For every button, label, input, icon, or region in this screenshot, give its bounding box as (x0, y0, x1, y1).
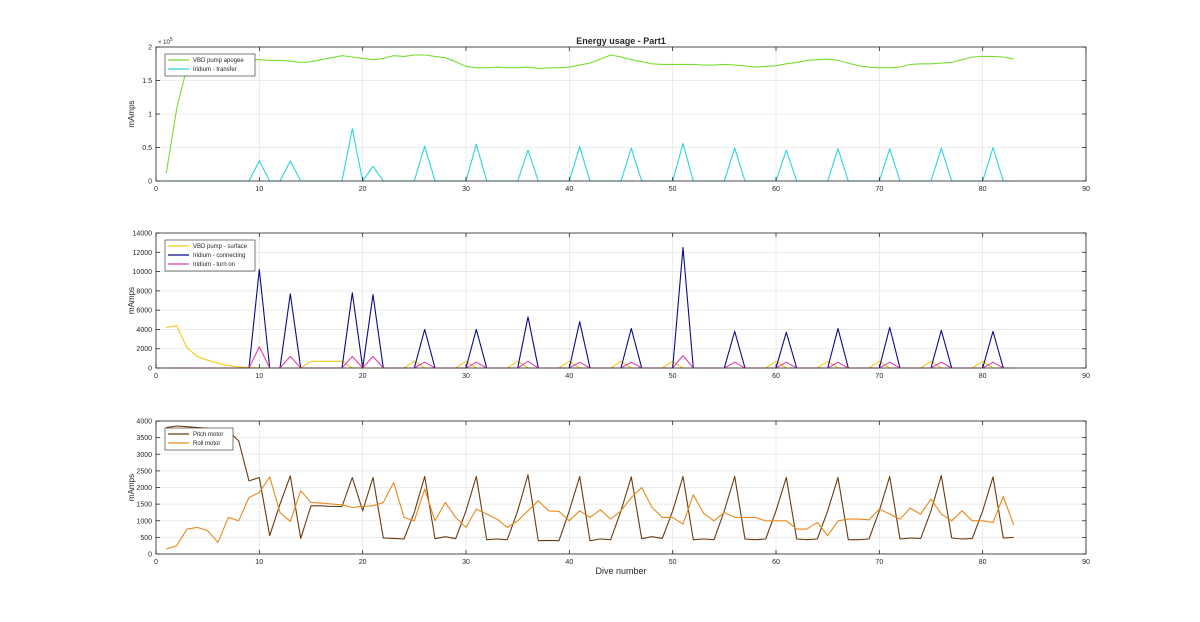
y-axis-label: mAmps (127, 287, 136, 314)
y-tick-label: 8000 (136, 288, 152, 295)
subplot-3: 0 10 20 30 40 50 60 70 80 90 0 500 1000 1500 2000 2500 3… (127, 419, 1090, 567)
legend-label-vbd-pump-surface: VBD pump - surface (193, 244, 248, 250)
series-line-vbd-pump-surface (166, 325, 1014, 369)
series-line-vbd-pump-apogee (165, 54, 1014, 174)
x-tick-label: 70 (875, 559, 883, 566)
y-tick-label: 3000 (136, 452, 152, 459)
x-tick-label: 10 (255, 559, 263, 566)
y-tick-label: 0.5 (142, 145, 152, 152)
x-tick-label: 30 (462, 373, 470, 380)
y-tick-label: 1500 (136, 502, 152, 509)
x-tick-label: 80 (979, 373, 987, 380)
y-tick-label: 0 (148, 179, 152, 186)
x-tick-label: 20 (359, 559, 367, 566)
x-tick-label: 50 (669, 186, 677, 193)
x-tick-label: 0 (154, 559, 158, 566)
x-tick-label: 70 (875, 373, 883, 380)
y-tick-label: 0 (148, 366, 152, 373)
x-tick-label: 90 (1082, 373, 1090, 380)
series-line-iridium-turn-on (166, 346, 1014, 369)
y-tick-label: 12000 (133, 250, 153, 257)
x-tick-label: 20 (359, 373, 367, 380)
subplot-2: 0 10 20 30 40 50 60 70 80 90 0 2000 4000 6000 8000 1000… (127, 231, 1090, 381)
series-line-pitch-motor (166, 425, 1014, 542)
y-tick-label: 1000 (136, 518, 152, 525)
y-exponent-power: 5 (170, 37, 173, 43)
legend: Pitch motor Roll motor (164, 427, 234, 451)
y-tick-label: 0 (148, 552, 152, 559)
x-tick-label: 40 (565, 186, 573, 193)
x-tick-label: 90 (1082, 186, 1090, 193)
series-line-roll-motor (166, 476, 1015, 550)
x-tick-label: 80 (979, 559, 987, 566)
x-tick-label: 60 (772, 186, 780, 193)
y-tick-label: 6000 (136, 308, 152, 315)
chart-title: Energy usage - Part1 (576, 36, 666, 46)
y-axis-label: mAmps (127, 474, 136, 501)
legend: VBD pump apogee Iridium - transfer (164, 53, 256, 77)
y-tick-label: 2000 (136, 485, 152, 492)
legend-label-iridium-turn-on: Iridium - turn on (193, 262, 235, 268)
y-tick-label: 1 (148, 112, 152, 119)
y-tick-label: 2 (148, 45, 152, 52)
y-exponent-label: × 105 (158, 37, 173, 46)
legend-label-pitch-motor: Pitch motor (193, 432, 223, 438)
x-tick-label: 0 (154, 373, 158, 380)
series-line-iridium-transfer (166, 128, 1014, 182)
x-tick-label: 40 (565, 559, 573, 566)
x-tick-label: 0 (154, 186, 158, 193)
y-tick-label: 500 (140, 535, 152, 542)
y-tick-label: 3500 (136, 435, 152, 442)
x-tick-label: 70 (875, 186, 883, 193)
x-tick-label: 30 (462, 186, 470, 193)
x-tick-label: 60 (772, 559, 780, 566)
y-tick-label: 4000 (136, 419, 152, 426)
y-tick-label: 1.5 (142, 78, 152, 85)
x-tick-label: 20 (359, 186, 367, 193)
y-tick-label: 14000 (133, 231, 153, 238)
legend-label-roll-motor: Roll motor (193, 441, 220, 447)
legend: VBD pump - surface Iridium - connecting Ir… (164, 239, 256, 272)
x-axis-label: Dive number (595, 566, 646, 576)
y-tick-label: 2500 (136, 468, 152, 475)
y-tick-label: 4000 (136, 327, 152, 334)
x-tick-label: 60 (772, 373, 780, 380)
x-tick-label: 50 (669, 373, 677, 380)
x-tick-label: 50 (669, 559, 677, 566)
legend-label-iridium-transfer: Iridium - transfer (193, 67, 237, 73)
x-tick-label: 40 (565, 373, 573, 380)
y-axis-label: mAmps (127, 100, 136, 127)
series-line-iridium-connecting (166, 246, 1014, 369)
subplot-1: 0 10 20 30 40 50 60 70 80 90 0 0.5 1 1.5 2 × 105 mAmps VB… (127, 37, 1090, 193)
x-tick-label: 10 (255, 373, 263, 380)
x-tick-label: 10 (255, 186, 263, 193)
x-tick-label: 80 (979, 186, 987, 193)
legend-label-iridium-connecting: Iridium - connecting (193, 253, 245, 259)
y-tick-label: 10000 (133, 269, 153, 276)
legend-label-vbd-pump-apogee: VBD pump apogee (193, 58, 244, 64)
axes-box (155, 232, 1087, 369)
x-tick-label: 90 (1082, 559, 1090, 566)
y-tick-label: 2000 (136, 346, 152, 353)
x-tick-label: 30 (462, 559, 470, 566)
